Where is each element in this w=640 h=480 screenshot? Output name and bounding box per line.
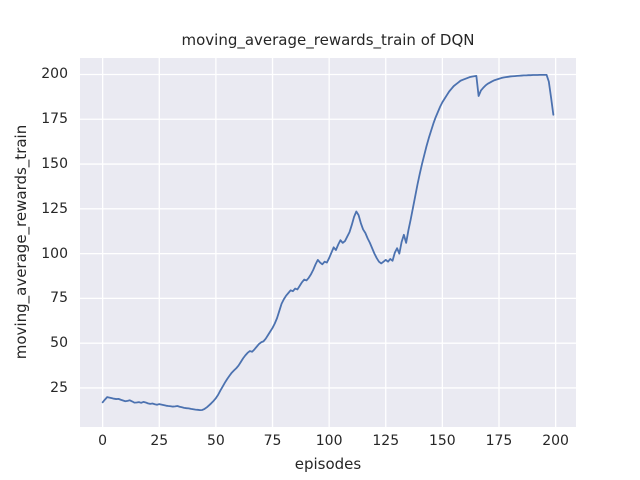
x-tick-label: 50 (206, 433, 225, 449)
series-line (101, 73, 555, 412)
y-tick-label: 100 (41, 245, 68, 262)
x-tick-label: 200 (542, 433, 569, 449)
plot-background (80, 58, 576, 427)
x-tick-label: 150 (428, 433, 456, 449)
chart-title: moving_average_rewards_train of DQN (181, 31, 475, 49)
y-tick-label: 50 (50, 335, 68, 352)
x-tick-label: 75 (263, 433, 282, 449)
x-tick-label: 100 (315, 433, 343, 449)
x-axis-label: episodes (294, 455, 362, 473)
x-tick-label: 25 (150, 433, 169, 449)
y-tick-label: 75 (50, 290, 68, 307)
x-tick-label: 125 (372, 433, 400, 449)
x-tick-label: 175 (485, 433, 513, 449)
y-tick-label: 200 (41, 66, 68, 83)
y-tick-label: 125 (41, 200, 68, 217)
y-tick-label: 175 (41, 111, 68, 128)
x-tick-label: 0 (98, 433, 108, 449)
y-tick-label: 150 (41, 156, 68, 173)
y-tick-label: 25 (50, 379, 68, 396)
